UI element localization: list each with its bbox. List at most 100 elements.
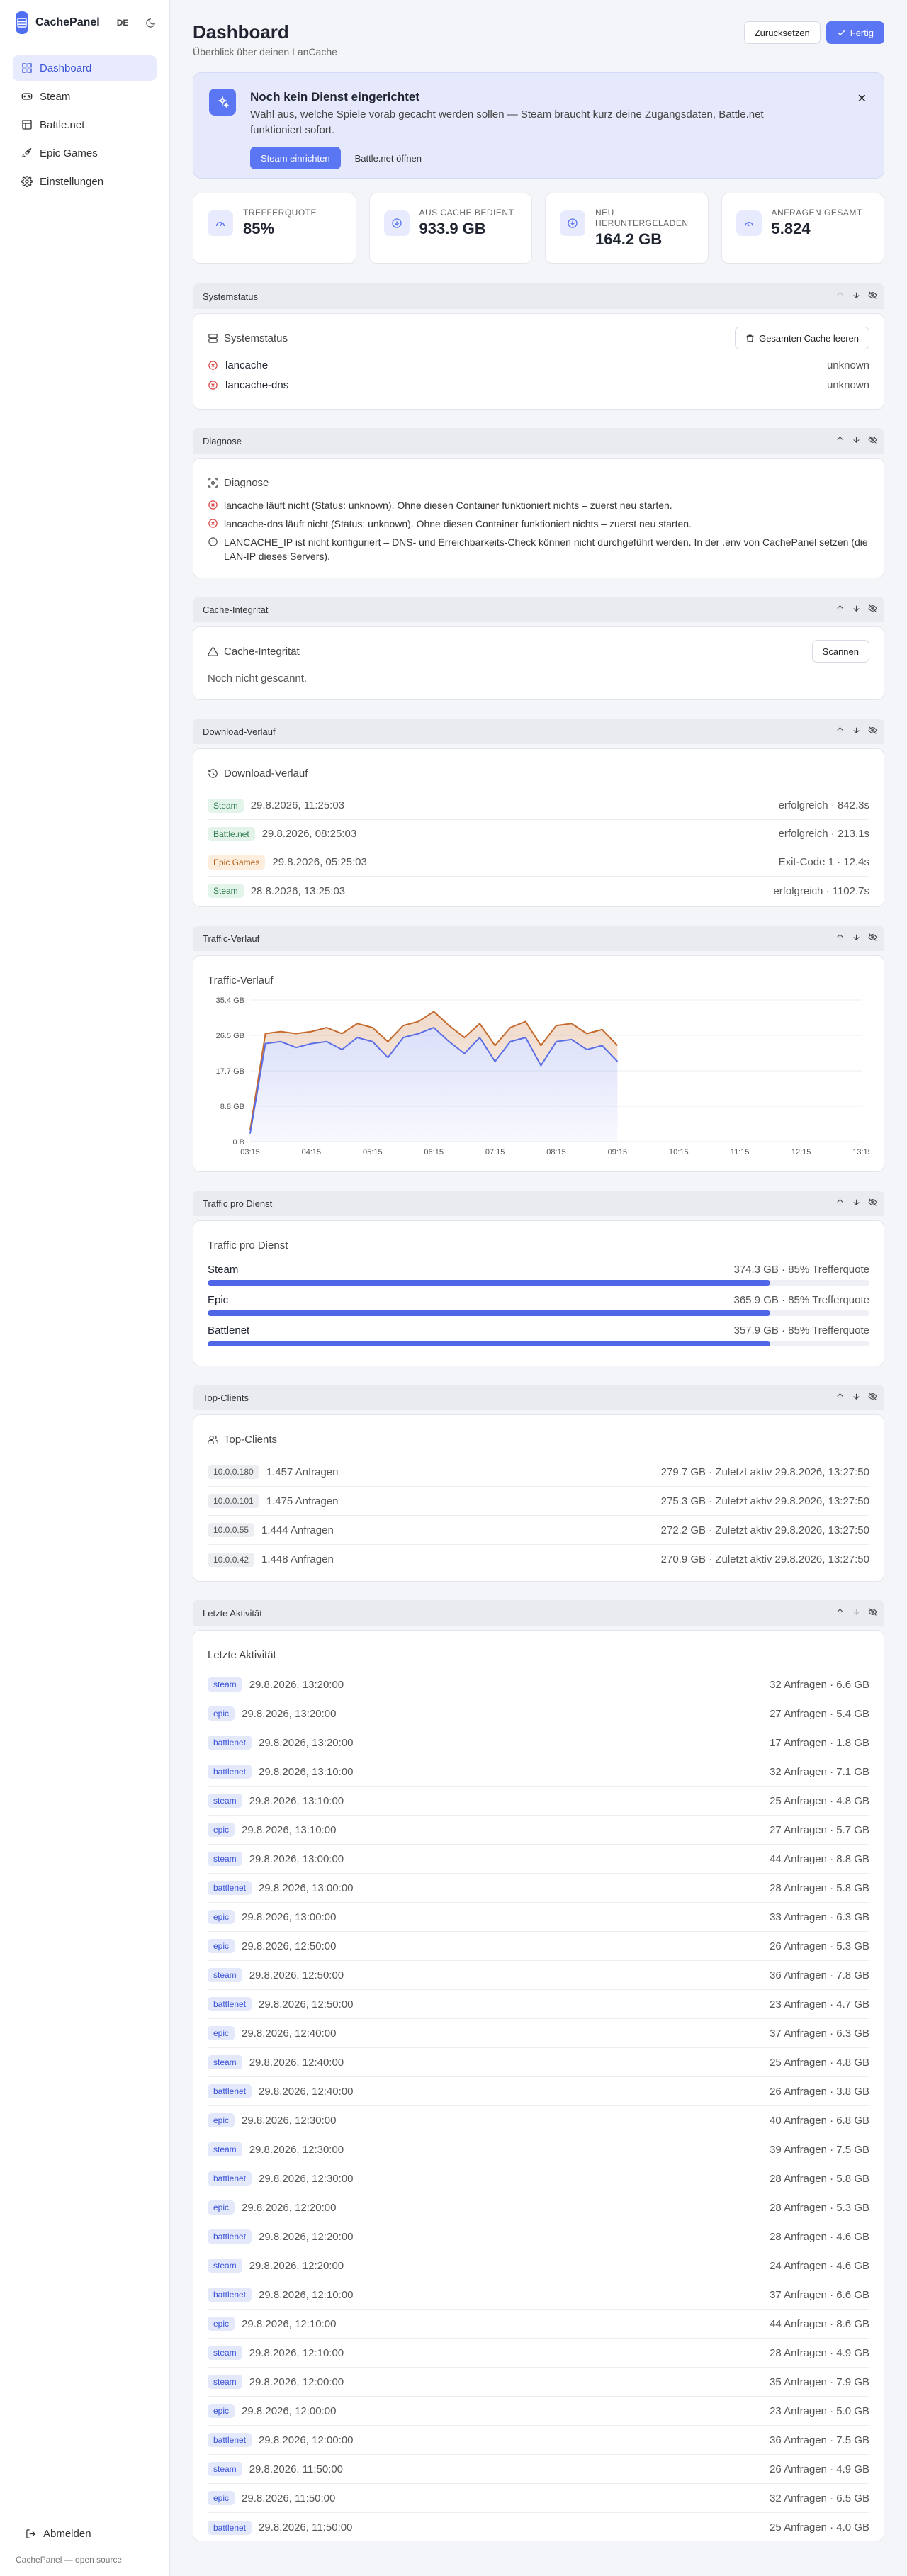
series-line xyxy=(249,1026,619,1134)
sidebar-item-label: Steam xyxy=(40,90,71,103)
sidebar-item-dashboard[interactable]: Dashboard xyxy=(13,55,157,81)
x-tick-label: 08:15 xyxy=(546,1148,566,1157)
activity-detail: 27 Anfragen · 5.4 GB xyxy=(770,1707,869,1720)
arrow-up-icon[interactable] xyxy=(835,933,845,944)
service-status: unknown xyxy=(826,359,869,371)
battlenet-open-button[interactable]: Battle.net öffnen xyxy=(345,147,432,169)
activity-row: battlenet 29.8.2026, 11:50:00 25 Anfragen … xyxy=(208,2513,869,2542)
eye-off-icon[interactable] xyxy=(868,435,877,446)
arrow-down-icon[interactable] xyxy=(852,726,861,737)
arrow-up-icon[interactable] xyxy=(835,435,845,446)
download-row: Steam 28.8.2026, 13:25:03 erfolgreich · 11… xyxy=(208,877,869,905)
stat-value: 164.2 GB xyxy=(595,230,663,248)
service-status: unknown xyxy=(826,378,869,391)
activity-time: 29.8.2026, 12:50:00 xyxy=(259,1998,354,2010)
setup-banner: Noch kein Dienst eingerichtet Wähl aus, … xyxy=(193,72,884,179)
section-header: Cache-Integrität xyxy=(193,597,884,622)
x-circle-icon xyxy=(208,500,218,510)
activity-detail: 44 Anfragen · 8.6 GB xyxy=(770,2317,869,2330)
activity-time: 29.8.2026, 11:50:00 xyxy=(242,2492,336,2504)
activity-time: 29.8.2026, 13:10:00 xyxy=(249,1794,344,1807)
arrow-up-icon[interactable] xyxy=(835,291,845,302)
service-name: Epic xyxy=(208,1294,229,1306)
x-tick-label: 05:15 xyxy=(363,1148,383,1157)
service-status-row: lancache unknown xyxy=(208,355,869,375)
done-button[interactable]: Fertig xyxy=(826,21,884,44)
arrow-up-icon[interactable] xyxy=(835,726,845,737)
client-detail: 275.3 GB · Zuletzt aktiv 29.8.2026, 13:2… xyxy=(660,1495,869,1507)
traffic-service-card: Traffic pro Dienst Steam 374.3 GB · 85% T… xyxy=(193,1220,884,1366)
stat-card: Neu heruntergeladen 164.2 GB xyxy=(545,193,709,264)
sidebar-item-battle-net[interactable]: Battle.net xyxy=(13,112,157,137)
sidebar-item-steam[interactable]: Steam xyxy=(13,84,157,109)
sidebar-item-einstellungen[interactable]: Einstellungen xyxy=(13,169,157,194)
arrow-down-icon[interactable] xyxy=(852,933,861,944)
service-tag: battlenet xyxy=(208,2171,252,2186)
service-tag: epic xyxy=(208,1823,235,1837)
logout-button[interactable]: Abmelden xyxy=(16,2521,154,2546)
service-tag: steam xyxy=(208,2375,242,2389)
arrow-down-icon[interactable] xyxy=(852,604,861,615)
activity-detail: 40 Anfragen · 6.8 GB xyxy=(770,2114,869,2127)
section-header: Download-Verlauf xyxy=(193,719,884,744)
activity-detail: 37 Anfragen · 6.6 GB xyxy=(770,2288,869,2301)
rocket-icon xyxy=(21,147,33,159)
eye-off-icon[interactable] xyxy=(868,1198,877,1209)
activity-row: epic 29.8.2026, 11:50:00 32 Anfragen · 6.5… xyxy=(208,2484,869,2513)
eye-off-icon[interactable] xyxy=(868,933,877,944)
clear-cache-button[interactable]: Gesamten Cache leeren xyxy=(735,327,869,349)
language-toggle[interactable]: DE xyxy=(116,18,129,28)
diagnose-text: lancache läuft nicht (Status: unknown). … xyxy=(224,500,672,511)
section-header: Traffic pro Dienst xyxy=(193,1191,884,1216)
arrow-down-icon[interactable] xyxy=(852,1607,861,1619)
arrow-down-icon[interactable] xyxy=(852,1198,861,1209)
service-name: lancache xyxy=(225,359,269,371)
activity-row: epic 29.8.2026, 13:10:00 27 Anfragen · 5.7… xyxy=(208,1816,869,1845)
close-icon[interactable]: ✕ xyxy=(857,93,867,105)
activity-row: battlenet 29.8.2026, 12:00:00 36 Anfragen … xyxy=(208,2426,869,2455)
eye-off-icon[interactable] xyxy=(868,726,877,737)
header-actions: Zurücksetzen Fertig xyxy=(743,21,884,44)
arrow-down-icon[interactable] xyxy=(852,435,861,446)
arrow-down-icon[interactable] xyxy=(852,1392,861,1403)
arrow-up-icon[interactable] xyxy=(835,1392,845,1403)
activity-title: Letzte Aktivität xyxy=(208,1648,276,1661)
activity-detail: 35 Anfragen · 7.9 GB xyxy=(770,2375,869,2388)
arrow-up-icon[interactable] xyxy=(835,604,845,615)
check-icon xyxy=(837,28,846,38)
scan-button[interactable]: Scannen xyxy=(811,640,869,663)
client-ip: 10.0.0.101 xyxy=(208,1494,259,1508)
progress-track xyxy=(208,1310,869,1316)
section-title: Diagnose xyxy=(203,435,242,446)
scan-icon xyxy=(208,478,218,488)
activity-row: battlenet 29.8.2026, 13:00:00 28 Anfragen … xyxy=(208,1874,869,1903)
clients-title: Top-Clients xyxy=(224,1433,278,1446)
steam-setup-button[interactable]: Steam einrichten xyxy=(250,147,341,169)
stat-label: Trefferquote xyxy=(243,208,317,218)
arrow-up-icon[interactable] xyxy=(835,1198,845,1209)
eye-off-icon[interactable] xyxy=(868,604,877,615)
activity-row: epic 29.8.2026, 12:30:00 40 Anfragen · 6.8… xyxy=(208,2106,869,2135)
y-tick-label: 17.7 GB xyxy=(216,1067,244,1076)
eye-off-icon[interactable] xyxy=(868,1607,877,1619)
download-time: 29.8.2026, 05:25:03 xyxy=(272,856,367,868)
service-tag: steam xyxy=(208,1968,242,1982)
activity-time: 29.8.2026, 12:40:00 xyxy=(249,2056,344,2069)
series-line xyxy=(249,1011,619,1130)
eye-off-icon[interactable] xyxy=(868,1392,877,1403)
eye-off-icon[interactable] xyxy=(868,291,877,302)
page-title: Dashboard xyxy=(193,21,289,43)
activity-detail: 23 Anfragen · 4.7 GB xyxy=(770,1998,869,2010)
activity-detail: 28 Anfragen · 5.8 GB xyxy=(770,2172,869,2185)
moon-icon[interactable] xyxy=(145,18,156,28)
activity-time: 29.8.2026, 12:10:00 xyxy=(249,2346,344,2359)
activity-detail: 32 Anfragen · 6.5 GB xyxy=(770,2492,869,2504)
client-row: 10.0.0.42 1.448 Anfragen 270.9 GB · Zuletz… xyxy=(208,1545,869,1574)
section-controls xyxy=(835,597,877,622)
activity-time: 29.8.2026, 13:00:00 xyxy=(249,1852,344,1865)
arrow-down-icon[interactable] xyxy=(852,291,861,302)
sidebar-item-epic-games[interactable]: Epic Games xyxy=(13,140,157,166)
arrow-up-icon[interactable] xyxy=(835,1607,845,1619)
card-title: Download-Verlauf xyxy=(208,763,869,783)
reset-button[interactable]: Zurücksetzen xyxy=(743,21,821,44)
